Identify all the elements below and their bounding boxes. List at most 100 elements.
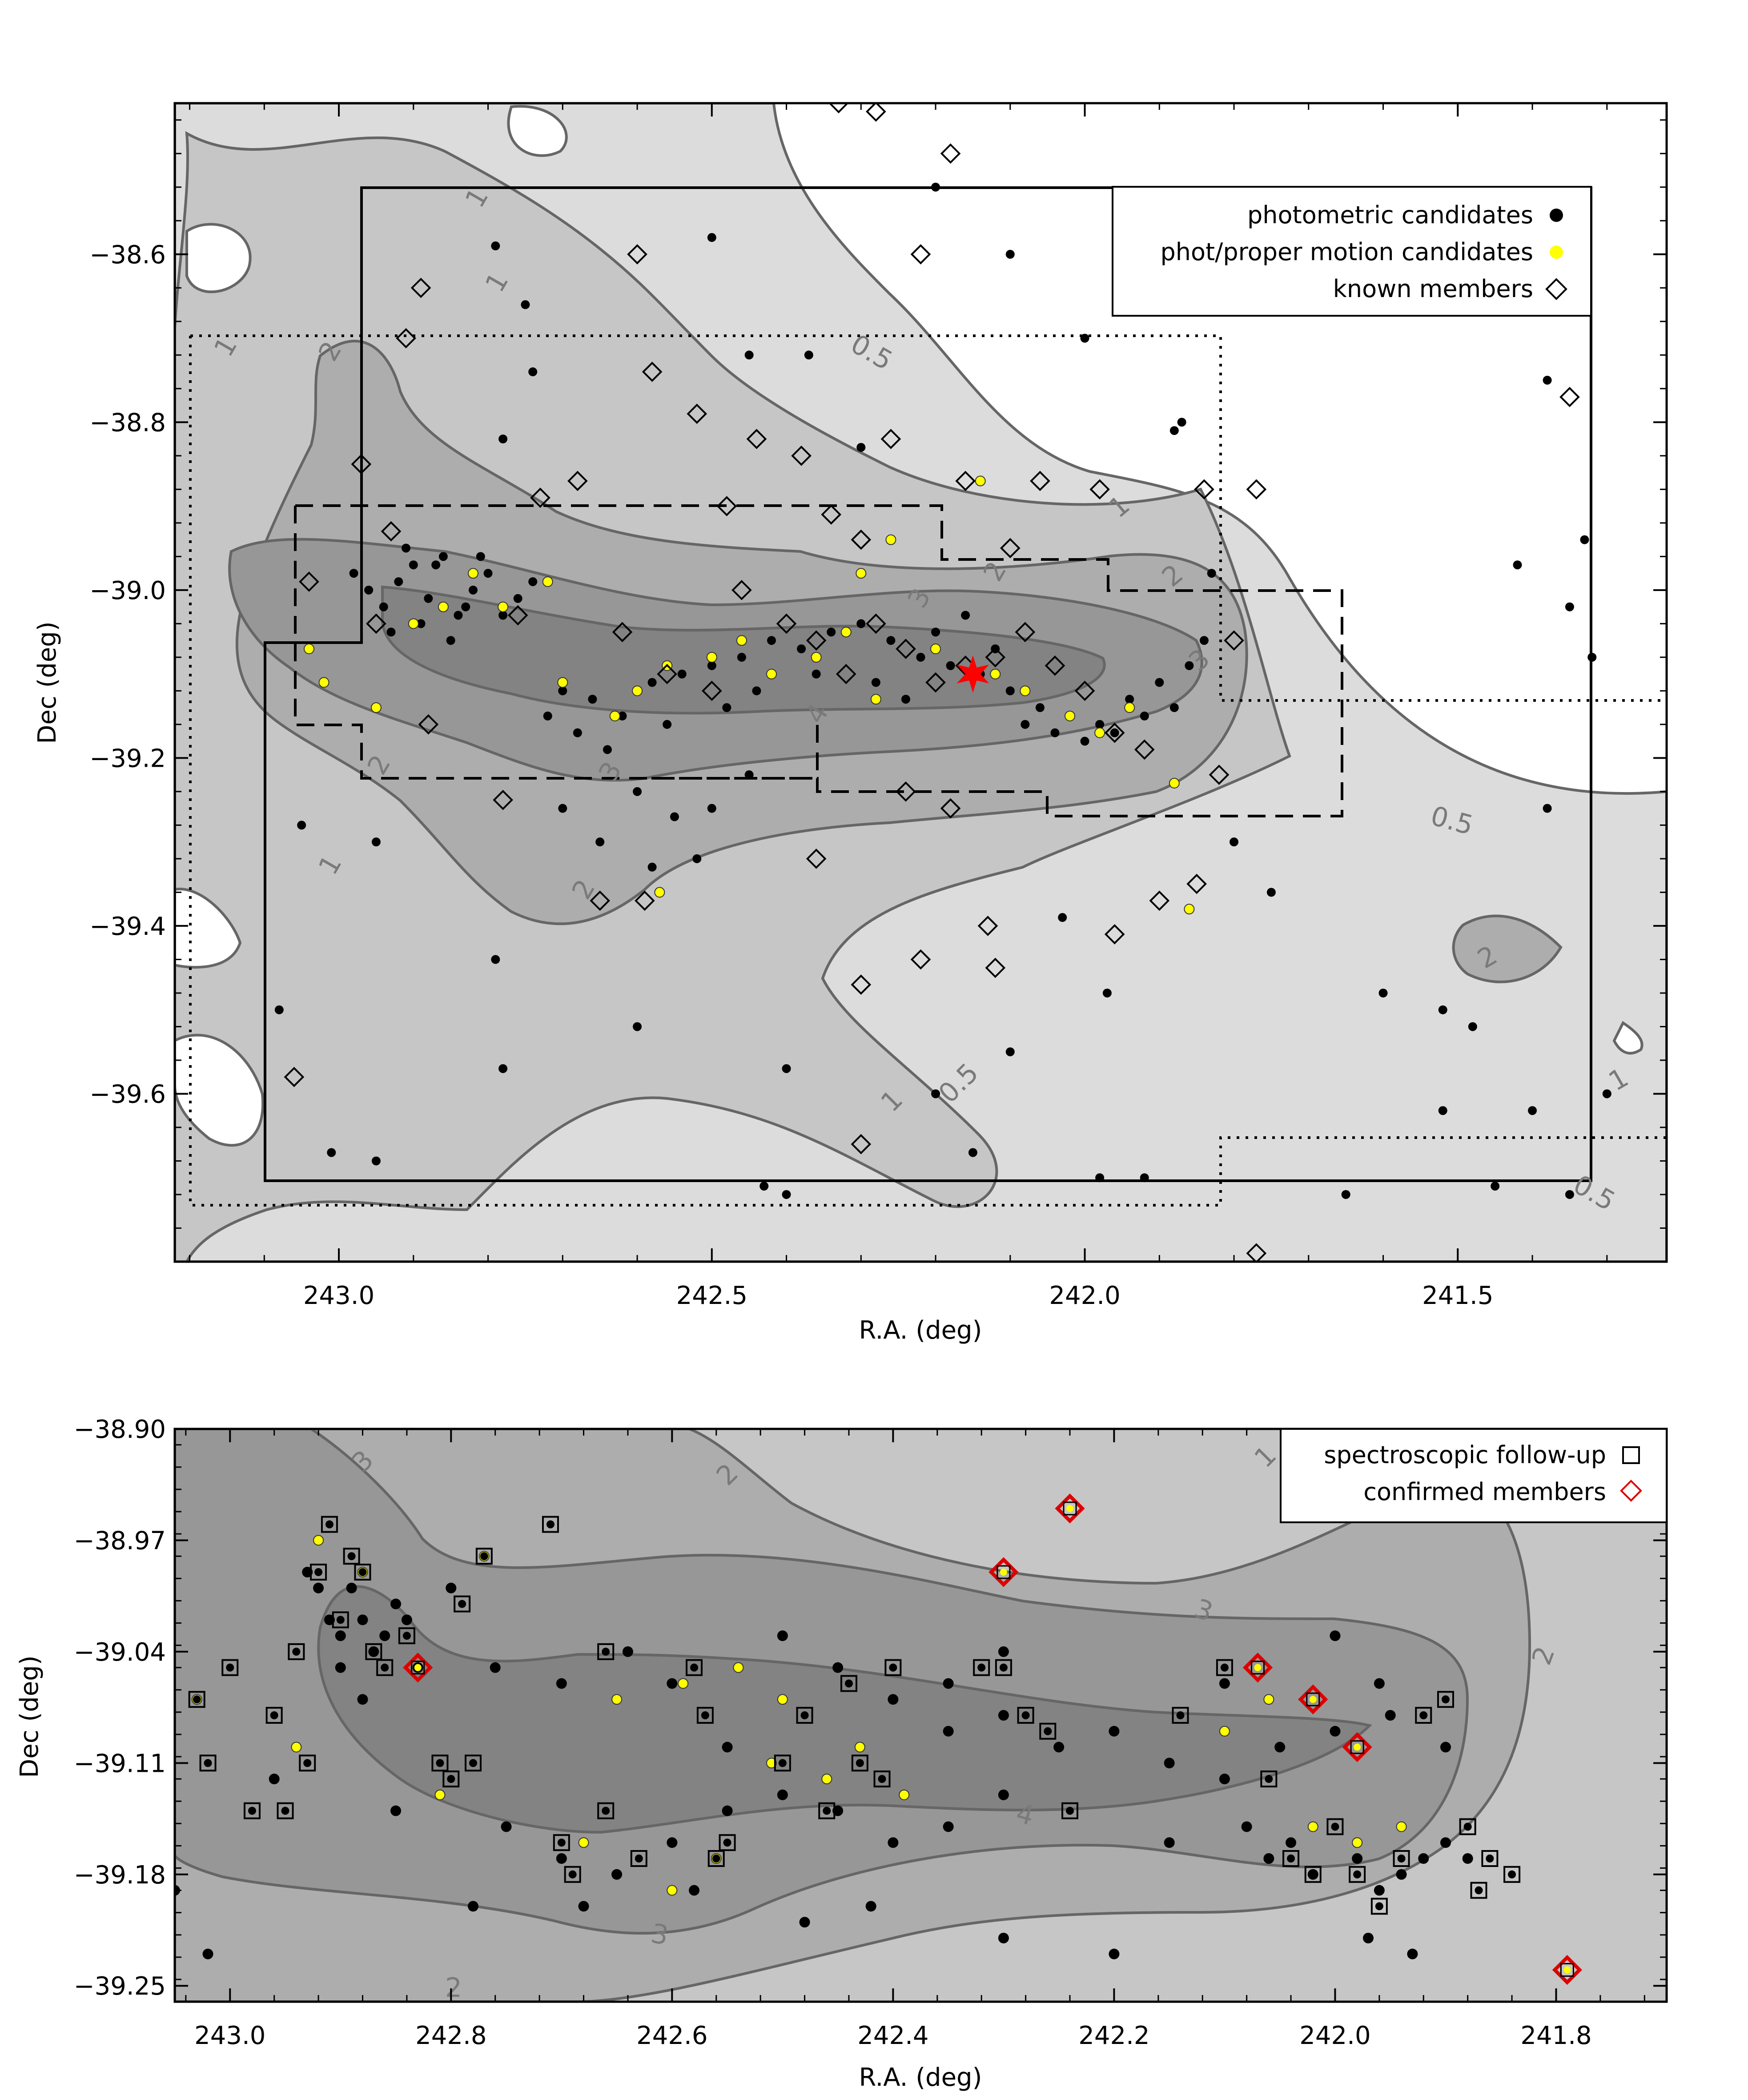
confirmed-member-box <box>1063 1501 1077 1516</box>
photometric-candidate-point <box>1164 1758 1175 1769</box>
photometric-candidate-point <box>578 1901 589 1912</box>
proper-motion-candidate-point <box>678 1678 689 1689</box>
photometric-candidate-point <box>1219 1774 1230 1785</box>
proper-motion-candidate-point <box>975 475 986 487</box>
spectroscopic-target-dot <box>1044 1727 1052 1735</box>
proper-motion-candidate-point <box>854 1742 865 1753</box>
x-tick-label: 242.8 <box>415 2021 486 2050</box>
legend-marker-known-members <box>1545 278 1567 300</box>
photometric-candidate-point <box>595 837 605 847</box>
spectroscopic-followup-point <box>354 1564 371 1581</box>
known-member-point <box>1194 479 1214 500</box>
density-contours <box>175 103 1667 1262</box>
spectroscopic-target-dot <box>977 1663 986 1672</box>
spectroscopic-target-dot <box>557 1839 566 1847</box>
photometric-candidate-point <box>1109 1948 1120 1959</box>
spectroscopic-target-dot <box>193 1695 201 1704</box>
photometric-candidate-point <box>357 1614 368 1625</box>
legend-label: spectroscopic follow-up <box>1324 1441 1606 1469</box>
confirmed-member-box <box>997 1565 1011 1579</box>
photometric-candidate-point <box>1580 535 1589 544</box>
x-tick-label: 241.5 <box>1422 1281 1493 1310</box>
photometric-candidate-point <box>804 350 813 360</box>
spectroscopic-target-dot <box>856 1759 864 1767</box>
photometric-candidate-point <box>335 1630 346 1641</box>
proper-motion-candidate-point <box>1065 711 1075 722</box>
photometric-candidate-point <box>722 1742 733 1753</box>
spectroscopic-followup-point <box>1437 1691 1454 1708</box>
spectroscopic-followup-point <box>597 1802 615 1819</box>
contour-lobe <box>1612 1021 1644 1055</box>
photometric-candidate-point <box>543 712 552 721</box>
photometric-candidate-point <box>782 1190 791 1199</box>
spectroscopic-target-dot <box>248 1806 256 1815</box>
known-member-point <box>1224 630 1244 651</box>
legend-label: phot/proper motion candidates <box>1160 238 1533 266</box>
spectroscopic-target-dot <box>690 1663 699 1672</box>
known-member-point <box>1209 764 1230 785</box>
photometric-candidate-point <box>1080 334 1089 343</box>
known-member-point <box>567 471 588 491</box>
spectroscopic-target-dot <box>303 1759 312 1767</box>
spectroscopic-followup-point <box>310 1564 327 1581</box>
spectroscopic-target-dot <box>402 1632 411 1640</box>
axes: 243.0 242.8 242.6 242.4 242.2 242.0 241.8 −38.9… <box>74 1415 1667 2050</box>
known-member-point <box>940 143 961 164</box>
known-member-point <box>530 487 551 508</box>
proper-motion-candidate-point <box>557 677 568 688</box>
photometric-candidate-point <box>603 745 612 754</box>
spectroscopic-target-dot <box>568 1870 577 1879</box>
spectroscopic-target-dot <box>370 1647 378 1656</box>
proper-motion-candidate-point <box>468 568 478 579</box>
spectroscopic-followup-point <box>221 1659 239 1676</box>
photometric-candidate-point <box>752 686 761 696</box>
known-member-point <box>299 571 319 592</box>
photometric-candidate-point <box>274 1005 284 1014</box>
contour-level-4 <box>317 1585 1372 1834</box>
known-member-point <box>1246 1243 1267 1262</box>
known-member-point <box>851 529 872 550</box>
photometric-candidate-point <box>1418 1853 1429 1864</box>
photometric-candidate-point <box>269 1774 280 1785</box>
photometric-candidate-point <box>1374 1885 1385 1896</box>
photometric-candidate-point <box>501 1821 512 1832</box>
photometric-candidate-point <box>799 1917 810 1928</box>
photometric-candidate-point <box>335 1662 346 1673</box>
spectroscopic-followup-point <box>597 1643 615 1660</box>
confirmed-member-point <box>1242 1653 1273 1683</box>
spectroscopic-target-dot <box>1265 1775 1273 1783</box>
spectroscopic-followup-point <box>1039 1722 1057 1740</box>
spectroscopic-followup-point <box>995 1659 1012 1676</box>
central-star-marker <box>956 655 989 693</box>
confirmed-member-box <box>1306 1692 1320 1706</box>
photometric-candidate-point <box>998 1646 1009 1657</box>
photometric-candidate-point <box>498 611 508 620</box>
photometric-candidate-point <box>797 644 806 653</box>
photometric-candidate-point <box>491 241 500 250</box>
spectroscopic-followup-point <box>365 1643 382 1660</box>
legend: spectroscopic follow-up confirmed member… <box>1280 1428 1668 1523</box>
contour-label: 2 <box>445 1972 462 2003</box>
legend-label: known members <box>1333 275 1533 303</box>
proper-motion-candidate-point <box>438 601 449 612</box>
photometric-candidate-point <box>1274 1742 1286 1753</box>
proper-motion-candidate-point <box>434 1789 446 1800</box>
photometric-candidate-point <box>670 812 679 821</box>
known-member-point <box>866 103 886 122</box>
photometric-candidate-point <box>528 367 538 377</box>
proper-motion-candidate-point <box>1219 1726 1230 1737</box>
known-member-point <box>791 446 812 466</box>
known-member-point <box>1559 386 1580 407</box>
spectroscopic-followup-point <box>299 1754 316 1772</box>
photometric-candidate-point <box>865 1901 876 1912</box>
photometric-candidate-point <box>1050 728 1060 737</box>
proper-motion-candidate-point <box>654 887 665 898</box>
known-member-point <box>493 789 513 810</box>
axes: 243.0 242.5 242.0 241.5 −38.6 −38.8 −39.0 −39.2… <box>89 103 1667 1310</box>
known-member-point <box>418 714 439 735</box>
known-member-point <box>910 244 931 265</box>
photometric-candidate-point <box>1230 837 1239 847</box>
known-member-point <box>1134 739 1155 760</box>
spectroscopic-target-dot <box>1441 1695 1450 1704</box>
photometric-candidate-point <box>357 1694 368 1705</box>
